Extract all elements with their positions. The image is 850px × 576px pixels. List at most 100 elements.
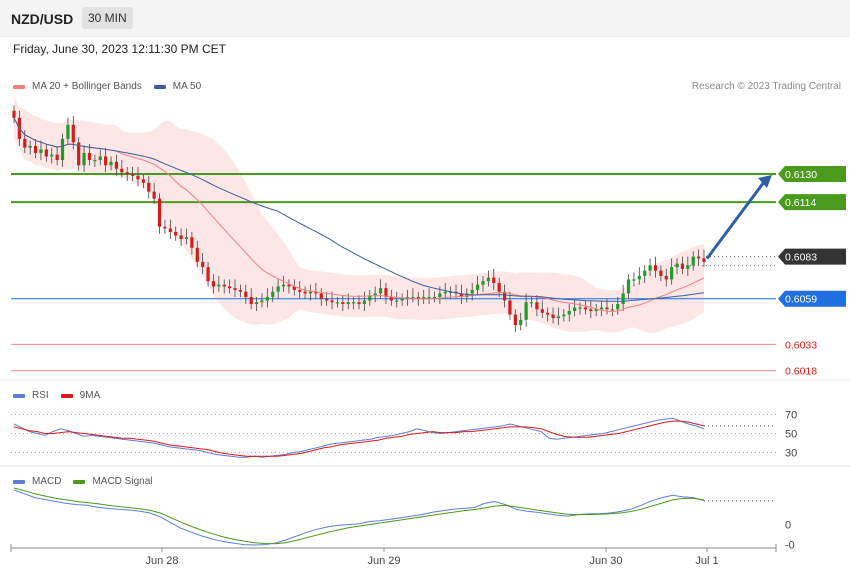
candle-body <box>244 291 248 297</box>
candle-body <box>168 228 172 232</box>
candle-body <box>422 296 426 299</box>
level-label-0.6033: 0.6033 <box>785 339 817 351</box>
candle-body <box>416 296 420 299</box>
candle-body <box>39 149 43 153</box>
candle-body <box>368 295 372 301</box>
candle-body <box>475 284 480 290</box>
candle-body <box>249 296 253 304</box>
candle-body <box>71 124 75 143</box>
candle-body <box>50 154 54 157</box>
candle-body <box>341 302 345 304</box>
candle-body <box>599 307 604 310</box>
candle-body <box>141 179 145 183</box>
macd-legend-label: MACD <box>32 476 62 487</box>
candle-body <box>502 291 507 301</box>
candle-body <box>492 277 496 283</box>
candle-body <box>702 258 706 262</box>
rsi-legend: RSI 9MA <box>13 390 100 401</box>
rsi-ma-swatch <box>60 393 73 398</box>
ma20-legend-label: MA 20 + Bollinger Bands <box>32 81 142 92</box>
rsi-ma-line <box>13 420 705 457</box>
candle-body <box>233 288 237 290</box>
candle-body <box>281 284 286 287</box>
candle-body <box>653 265 658 271</box>
target-arrow-head <box>758 175 772 189</box>
candle-body <box>562 314 566 317</box>
candle-body <box>314 291 318 294</box>
candle-body <box>551 314 555 319</box>
candle-body <box>626 279 631 294</box>
candle-body <box>513 314 517 326</box>
candle-body <box>680 263 685 269</box>
candle-body <box>335 302 340 304</box>
timeframe-button[interactable]: 30 MIN <box>82 7 133 29</box>
candle-body <box>481 281 485 285</box>
candle-body <box>664 275 668 280</box>
candle-body <box>686 265 690 269</box>
rsi-legend-label: RSI <box>32 390 49 401</box>
candle-body <box>222 284 226 287</box>
candle-body <box>136 175 140 180</box>
chart-datetime: Friday, June 30, 2023 12:11:30 PM CET <box>13 42 227 56</box>
level-tag-resistance <box>778 194 846 211</box>
candle-body <box>33 145 38 153</box>
candle-body <box>98 156 102 160</box>
candle-body <box>362 300 366 304</box>
candle-body <box>427 296 431 299</box>
candle-body <box>330 300 334 303</box>
ma20-swatch <box>13 84 25 89</box>
candle-body <box>265 296 269 301</box>
candle-body <box>573 307 577 312</box>
candle-body <box>589 309 593 312</box>
candle-body <box>567 311 571 315</box>
level-value-text: 0.6114 <box>785 197 816 209</box>
candle-body <box>594 309 598 312</box>
candle-body <box>238 289 243 292</box>
level-value-text: 0.6033 <box>785 339 817 351</box>
candle-body <box>12 110 16 118</box>
candle-body <box>497 282 501 292</box>
level-value-text: 0.6059 <box>785 294 817 306</box>
candle-body <box>659 270 663 276</box>
candle-body <box>66 124 70 139</box>
rsi-swatch <box>13 393 25 398</box>
candle-body <box>60 138 65 160</box>
rsi-tick-label: 50 <box>785 429 797 441</box>
macd-signal-swatch <box>73 479 86 484</box>
level-label-0.6018: 0.6018 <box>785 366 817 378</box>
candle-body <box>411 296 415 299</box>
candle-body <box>540 309 544 313</box>
candle-body <box>254 302 259 304</box>
candle-body <box>486 277 490 282</box>
candle-body <box>508 300 512 315</box>
candle-body <box>535 302 539 310</box>
macd-legend: MACD MACD Signal <box>13 476 152 487</box>
level-value-text: 0.6083 <box>785 252 817 264</box>
candle-body <box>346 302 350 304</box>
candle-body <box>616 303 620 310</box>
symbol-title: NZD/USD <box>11 11 74 27</box>
candle-body <box>55 154 59 160</box>
rsi-tick-label: 30 <box>785 448 797 460</box>
candle-body <box>120 168 124 173</box>
candle-body <box>352 302 356 304</box>
ma50-swatch <box>153 84 166 89</box>
candle-body <box>449 291 453 293</box>
candle-body <box>529 302 534 304</box>
candle-body <box>114 161 119 169</box>
candle-body <box>578 307 582 309</box>
candle-body <box>648 265 652 271</box>
candle-body <box>130 174 135 176</box>
candle-body <box>443 291 447 294</box>
candle-body <box>675 263 679 268</box>
time-axis-label: Jun 29 <box>367 555 400 567</box>
candle-body <box>643 270 647 276</box>
candle-body <box>211 281 216 287</box>
candle-body <box>610 309 614 311</box>
candle-body <box>298 289 302 292</box>
candle-body <box>357 302 361 304</box>
candle-body <box>632 279 636 281</box>
candle-body <box>438 293 442 297</box>
chart-header-bar: NZD/USD 30 MIN <box>0 0 850 37</box>
